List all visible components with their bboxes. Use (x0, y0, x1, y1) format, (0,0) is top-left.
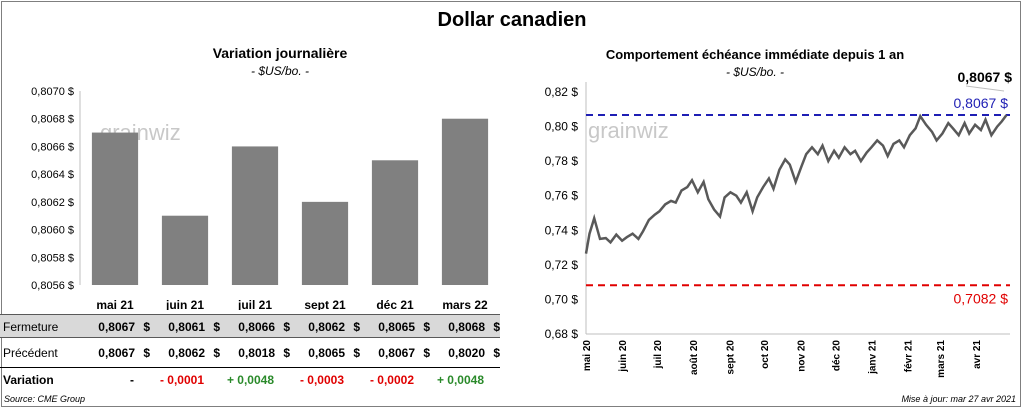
cell-currency: $ (353, 320, 360, 334)
x-tick-label: avr 21 (972, 340, 983, 369)
cell-value: 0,8067 (98, 320, 135, 334)
x-tick-label: janv 21 (867, 340, 878, 375)
cell-currency: $ (353, 346, 360, 360)
right-chart-subtitle: Comportement échéance immédiate depuis 1… (605, 47, 905, 62)
x-tick-label: juin 20 (618, 340, 629, 373)
left-chart-unit: - $US/bo. - (250, 64, 310, 78)
cell-value: 0,8065 (378, 320, 415, 334)
y-tick-label: 0,78 $ (545, 154, 579, 168)
y-tick-label: 0,76 $ (545, 189, 579, 203)
y-tick-label: 0,8056 $ (31, 280, 74, 292)
update-note: Mise à jour: mar 27 avr 2021 (901, 394, 1016, 404)
y-tick-label: 0,8060 $ (31, 225, 74, 237)
variation-value: + 0,0048 (436, 373, 484, 387)
cell-currency: $ (493, 346, 500, 360)
y-tick-label: 0,80 $ (545, 120, 579, 134)
bar (231, 146, 279, 285)
cell-currency: $ (423, 346, 430, 360)
table-row-variation: Variation - - 0,0001 + 0,0048 - 0,0003 - 0,0… (0, 367, 500, 392)
right-chart-unit: - $US/bo. - (725, 65, 785, 79)
row-label: Fermeture (3, 320, 59, 334)
high-value-label: 0,8067 $ (954, 95, 1009, 111)
x-tick-label: déc 21 (376, 298, 414, 310)
variation-value: - 0,0002 (369, 373, 414, 387)
cell-value: 0,8067 (98, 346, 135, 360)
x-tick-label: mai 20 (582, 340, 593, 372)
x-tick-label: févr 21 (903, 340, 914, 373)
price-series-line (584, 113, 1008, 254)
x-tick-label: mars 21 (936, 340, 947, 378)
y-tick-label: 0,70 $ (545, 292, 579, 306)
y-tick-label: 0,8062 $ (31, 197, 74, 209)
cell-value: 0,8062 (168, 346, 205, 360)
bar (91, 132, 139, 285)
page-title: Dollar canadien (437, 9, 587, 31)
x-tick-label: juil 20 (653, 340, 664, 370)
cell-currency: $ (283, 320, 290, 334)
cell-currency: $ (493, 320, 500, 334)
cell-currency: $ (143, 346, 150, 360)
table-row-precedent: Précédent 0,8067 $0,8062 $0,8018 $0,8065 $0,… (0, 341, 500, 365)
bar (371, 160, 419, 285)
callout-line (965, 85, 1005, 92)
variation-value: - (130, 373, 134, 387)
x-tick-label: mars 22 (442, 298, 488, 310)
cell-value: 0,8020 (448, 346, 485, 360)
left-chart-subtitle: Variation journalière (212, 45, 348, 61)
x-tick-label: juil 21 (237, 298, 272, 310)
y-tick-label: 0,68 $ (545, 327, 579, 341)
current-value-label: 0,8067 $ (958, 70, 1013, 85)
bar (161, 215, 209, 285)
cell-value: 0,8018 (238, 346, 275, 360)
variation-value: - 0,0001 (159, 373, 204, 387)
y-tick-label: 0,72 $ (545, 258, 579, 272)
x-tick-label: sept 21 (304, 298, 346, 310)
cell-value: 0,8068 (448, 320, 485, 334)
source-note: Source: CME Group (4, 394, 86, 404)
x-tick-label: oct 20 (760, 340, 771, 369)
variation-value: - 0,0003 (299, 373, 344, 387)
bar (441, 118, 489, 285)
cell-currency: $ (213, 346, 220, 360)
bar (301, 201, 349, 285)
cell-value: 0,8066 (238, 320, 275, 334)
cell-value: 0,8067 (378, 346, 415, 360)
variation-value: + 0,0048 (226, 373, 274, 387)
cell-currency: $ (143, 320, 150, 334)
y-tick-label: 0,8070 $ (31, 86, 74, 98)
y-tick-label: 0,8066 $ (31, 141, 74, 153)
cell-currency: $ (283, 346, 290, 360)
y-tick-label: 0,82 $ (545, 85, 579, 99)
cell-value: 0,8065 (308, 346, 345, 360)
y-tick-label: 0,8064 $ (31, 169, 74, 181)
table-row-fermeture: Fermeture 0,8067 $0,8061 $0,8066 $0,8062 $0,… (0, 314, 500, 338)
x-tick-label: sept 20 (725, 340, 736, 375)
low-value-label: 0,7082 $ (954, 290, 1009, 306)
y-tick-label: 0,8068 $ (31, 114, 74, 126)
y-tick-label: 0,74 $ (545, 223, 579, 237)
x-tick-label: déc 20 (831, 340, 842, 372)
row-label: Variation (3, 373, 54, 387)
line-chart: grainwiz 0,68 $ 0,70 $ 0,72 $ 0,74 $ 0,76 $ 0,… (545, 70, 1013, 378)
cell-currency: $ (423, 320, 430, 334)
x-tick-label: nov 20 (796, 340, 807, 372)
cell-currency: $ (213, 320, 220, 334)
y-tick-label: 0,8058 $ (31, 252, 74, 264)
row-label: Précédent (3, 346, 58, 360)
x-tick-label: mai 21 (96, 298, 134, 310)
x-tick-label: août 20 (689, 340, 700, 375)
watermark-text: grainwiz (588, 118, 669, 143)
x-tick-label: juin 21 (165, 298, 204, 310)
cell-value: 0,8062 (308, 320, 345, 334)
cell-value: 0,8061 (168, 320, 205, 334)
